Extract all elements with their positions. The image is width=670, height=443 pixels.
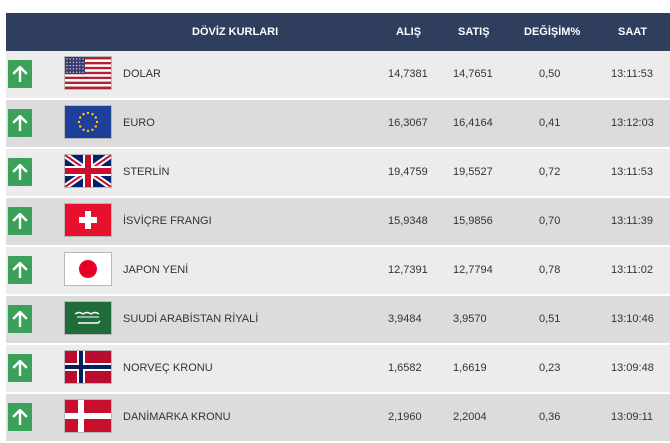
up-arrow-icon: [8, 403, 32, 431]
header-time: SAAT: [618, 26, 648, 38]
buy-rate: 15,9348: [388, 215, 428, 227]
flag-uk-icon: [65, 155, 111, 187]
change-percent: 0,51: [539, 313, 561, 325]
table-row: DOLAR 14,7381 14,7651 0,50 13:11:53: [6, 51, 670, 100]
table-row: DANİMARKA KRONU 2,1960 2,2004 0,36 13:09:11: [6, 394, 670, 443]
update-time: 13:11:39: [611, 215, 654, 227]
change-percent: 0,23: [539, 362, 561, 374]
change-percent: 0,70: [539, 215, 561, 227]
buy-rate: 14,7381: [388, 68, 428, 80]
update-time: 13:12:03: [611, 117, 654, 129]
header-sell: SATIŞ: [458, 26, 490, 38]
update-time: 13:11:53: [611, 166, 654, 178]
currency-name: DANİMARKA KRONU: [123, 411, 231, 423]
change-percent: 0,36: [539, 411, 561, 423]
up-arrow-icon: [8, 207, 32, 235]
flag-usa-icon: [65, 57, 111, 89]
change-percent: 0,41: [539, 117, 561, 129]
buy-rate: 19,4759: [388, 166, 428, 178]
table-row: STERLİN 19,4759 19,5527 0,72 13:11:53: [6, 149, 670, 198]
currency-name: NORVEÇ KRONU: [123, 362, 213, 374]
flag-eu-icon: [65, 106, 111, 138]
flag-japan-icon: [65, 253, 111, 285]
up-arrow-icon: [8, 305, 32, 333]
currency-name: EURO: [123, 117, 155, 129]
sell-rate: 19,5527: [453, 166, 493, 178]
update-time: 13:09:48: [611, 362, 654, 374]
flag-saudi-arabia-icon: [65, 302, 111, 334]
table-row: NORVEÇ KRONU 1,6582 1,6619 0,23 13:09:48: [6, 345, 670, 394]
sell-rate: 14,7651: [453, 68, 493, 80]
buy-rate: 3,9484: [388, 313, 422, 325]
table-row: İSVİÇRE FRANGI 15,9348 15,9856 0,70 13:11:39: [6, 198, 670, 247]
sell-rate: 15,9856: [453, 215, 493, 227]
flag-denmark-icon: [65, 400, 111, 432]
table-row: SUUDİ ARABİSTAN RİYALİ 3,9484 3,9570 0,51 13…: [6, 296, 670, 345]
table-header: DÖVİZ KURLARI ALIŞ SATIŞ DEĞİŞİM% SAAT: [6, 13, 670, 51]
sell-rate: 2,2004: [453, 411, 487, 423]
table-row: EURO 16,3067 16,4164 0,41 13:12:03: [6, 100, 670, 149]
change-percent: 0,50: [539, 68, 561, 80]
change-percent: 0,78: [539, 264, 561, 276]
flag-switzerland-icon: [65, 204, 111, 236]
currency-name: DOLAR: [123, 68, 161, 80]
up-arrow-icon: [8, 354, 32, 382]
update-time: 13:11:02: [611, 264, 654, 276]
up-arrow-icon: [8, 109, 32, 137]
header-change: DEĞİŞİM%: [524, 26, 581, 38]
table-row: JAPON YENİ 12,7391 12,7794 0,78 13:11:02: [6, 247, 670, 296]
currency-name: JAPON YENİ: [123, 264, 189, 276]
currency-name: STERLİN: [123, 166, 170, 178]
update-time: 13:11:53: [611, 68, 654, 80]
buy-rate: 12,7391: [388, 264, 428, 276]
update-time: 13:09:11: [611, 411, 654, 423]
currency-name: İSVİÇRE FRANGI: [123, 215, 212, 227]
up-arrow-icon: [8, 256, 32, 284]
sell-rate: 16,4164: [453, 117, 493, 129]
sell-rate: 3,9570: [453, 313, 487, 325]
header-title: DÖVİZ KURLARI: [192, 26, 279, 38]
sell-rate: 1,6619: [453, 362, 487, 374]
table-body: DOLAR 14,7381 14,7651 0,50 13:11:53 EURO 16,30…: [6, 51, 670, 443]
flag-norway-icon: [65, 351, 111, 383]
buy-rate: 2,1960: [388, 411, 422, 423]
buy-rate: 1,6582: [388, 362, 422, 374]
header-buy: ALIŞ: [396, 26, 422, 38]
up-arrow-icon: [8, 158, 32, 186]
currency-table: DÖVİZ KURLARI ALIŞ SATIŞ DEĞİŞİM% SAAT D…: [6, 13, 670, 443]
sell-rate: 12,7794: [453, 264, 493, 276]
currency-name: SUUDİ ARABİSTAN RİYALİ: [123, 313, 259, 325]
buy-rate: 16,3067: [388, 117, 428, 129]
update-time: 13:10:46: [611, 313, 654, 325]
up-arrow-icon: [8, 60, 32, 88]
change-percent: 0,72: [539, 166, 561, 178]
